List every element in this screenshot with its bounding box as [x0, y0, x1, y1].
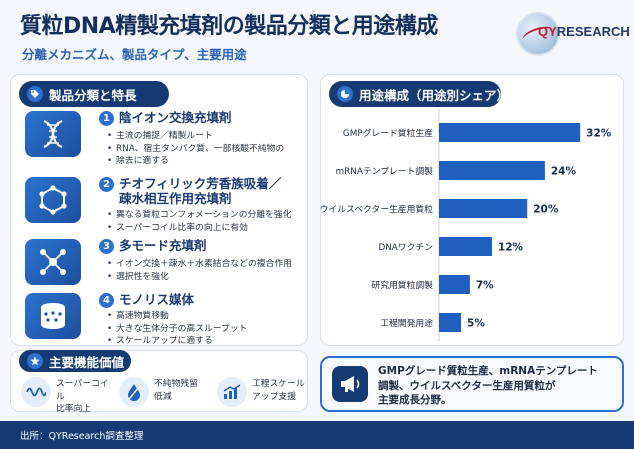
drop-icon [119, 377, 149, 407]
item-bullets: 主流の捕捉／精製ルート RNA、宿主タンパク質、一部核酸不純物の 除去に適する [105, 130, 305, 168]
bullet-continuation: スケールアップに適する [105, 335, 305, 348]
bar [439, 161, 545, 180]
panel-title: 用途構成（用途別シェア） [359, 87, 510, 103]
page-subtitle: 分離メカニズム、製品タイプ、主要用途 [22, 47, 247, 62]
panel-title: 製品分類と特長 [49, 87, 137, 103]
item-name: 陰イオン交換充填剤 [119, 110, 232, 125]
category-label: DNAワクチン [378, 242, 433, 253]
data-label: 20% [533, 204, 559, 216]
category-label: mRNAテンプレート調製 [336, 165, 434, 177]
bullet: スーパーコイル比率の向上に有効 [105, 222, 305, 235]
item-bullets: 高速物質移動 大きな生体分子の高スループット スケールアップに適する [105, 310, 305, 348]
bar [439, 237, 492, 256]
item-bullets: イオン交換＋疎水＋水素結合などの複合作用 選択性を強化 [105, 258, 305, 283]
panel-header: 製品分類と特長 [19, 81, 169, 107]
coil-icon [21, 377, 51, 407]
molecule-icon [25, 177, 81, 223]
panel-header: 用途構成（用途別シェア） [329, 81, 509, 107]
product-classification-panel: 製品分類と特長 1 陰イオン交換充填剤 主流の捕捉／精製ルート RNA、宿主タン… [10, 74, 308, 348]
globe-icon [516, 12, 560, 56]
bullet: 異なる質粒コンフォメーションの分離を強化 [105, 209, 305, 222]
category-label: GMPグレード質粒生産 [343, 127, 433, 139]
bullet: RNA、宿主タンパク質、一部核酸不純物の [105, 143, 305, 156]
qyresearch-logo: QYRESEARCH [512, 8, 630, 60]
megaphone-icon [332, 366, 368, 402]
item-name: チオフィリック芳香族吸着／ 疎水相互作用充填剤 [119, 176, 282, 206]
item-bullets: 異なる質粒コンフォメーションの分離を強化 スーパーコイル比率の向上に有効 [105, 209, 305, 234]
bullet-continuation: 除去に適する [105, 155, 305, 168]
feature-text: 工程スケール アップ支援 [252, 379, 305, 402]
summary-callout: GMPグレード質粒生産、mRNAテンプレート 調製、ウイルスベクター生産用質粒が主… [320, 356, 624, 412]
bar [439, 199, 528, 218]
tag-icon [27, 86, 43, 102]
application-bar-chart: GMPグレード質粒生産 32% mRNAテンプレート調製 24% ウイルスベクター生産用… [321, 109, 612, 341]
data-label: 5% [467, 318, 485, 330]
bullet: 主流の捕捉／精製ルート [105, 130, 305, 143]
bullet: 大きな生体分子の高スループット [105, 323, 305, 336]
data-label: 7% [476, 280, 494, 292]
key-value-panel: 主要機能価値 スーパーコイル 比率向上 不純物残留 低減 工程スケール アップ支援 [10, 350, 308, 414]
category-label: ウイルスベクター生産用質粒 [321, 203, 433, 215]
panel-header: 主要機能価値 [19, 350, 131, 372]
feature-text: 不純物残留 低減 [154, 379, 198, 402]
growth-chart-icon [217, 377, 247, 407]
bullet: イオン交換＋疎水＋水素結合などの複合作用 [105, 258, 305, 271]
item-name: モノリス媒体 [119, 292, 195, 307]
bar [439, 123, 581, 142]
data-label: 12% [498, 242, 524, 254]
source-footer: 出所：QYResearch調査整理 [0, 421, 634, 449]
dna-icon [25, 111, 81, 157]
category-label: 研究用質粒調製 [371, 279, 433, 291]
bullet: 選択性を強化 [105, 271, 305, 284]
bar [439, 313, 462, 332]
star-icon [27, 353, 43, 369]
logo-text: QYRESEARCH [538, 24, 630, 39]
panel-title: 主要機能価値 [49, 354, 125, 370]
application-share-panel: 用途構成（用途別シェア） GMPグレード質粒生産 32% mRNAテンプレート調製 2… [320, 74, 624, 346]
item-number: 4 [99, 293, 114, 308]
data-label: 32% [586, 128, 612, 140]
bar [439, 275, 470, 294]
category-label: 工程開発用途 [380, 317, 433, 329]
item-name: 多モード充填剤 [119, 238, 207, 253]
network-icon [25, 239, 81, 285]
bullet: 高速物質移動 [105, 310, 305, 323]
item-number: 2 [99, 177, 114, 192]
data-label: 24% [551, 166, 577, 178]
summary-text: GMPグレード質粒生産、mRNAテンプレート 調製、ウイルスベクター生産用質粒が主… [378, 365, 598, 406]
page-title: 質粒DNA精製充填剤の製品分類と用途構成 [20, 14, 438, 39]
feature-text: スーパーコイル 比率向上 [56, 379, 109, 414]
monolith-icon [25, 293, 81, 339]
item-number: 3 [99, 239, 114, 254]
pie-chart-icon [337, 86, 353, 102]
item-number: 1 [99, 111, 114, 126]
